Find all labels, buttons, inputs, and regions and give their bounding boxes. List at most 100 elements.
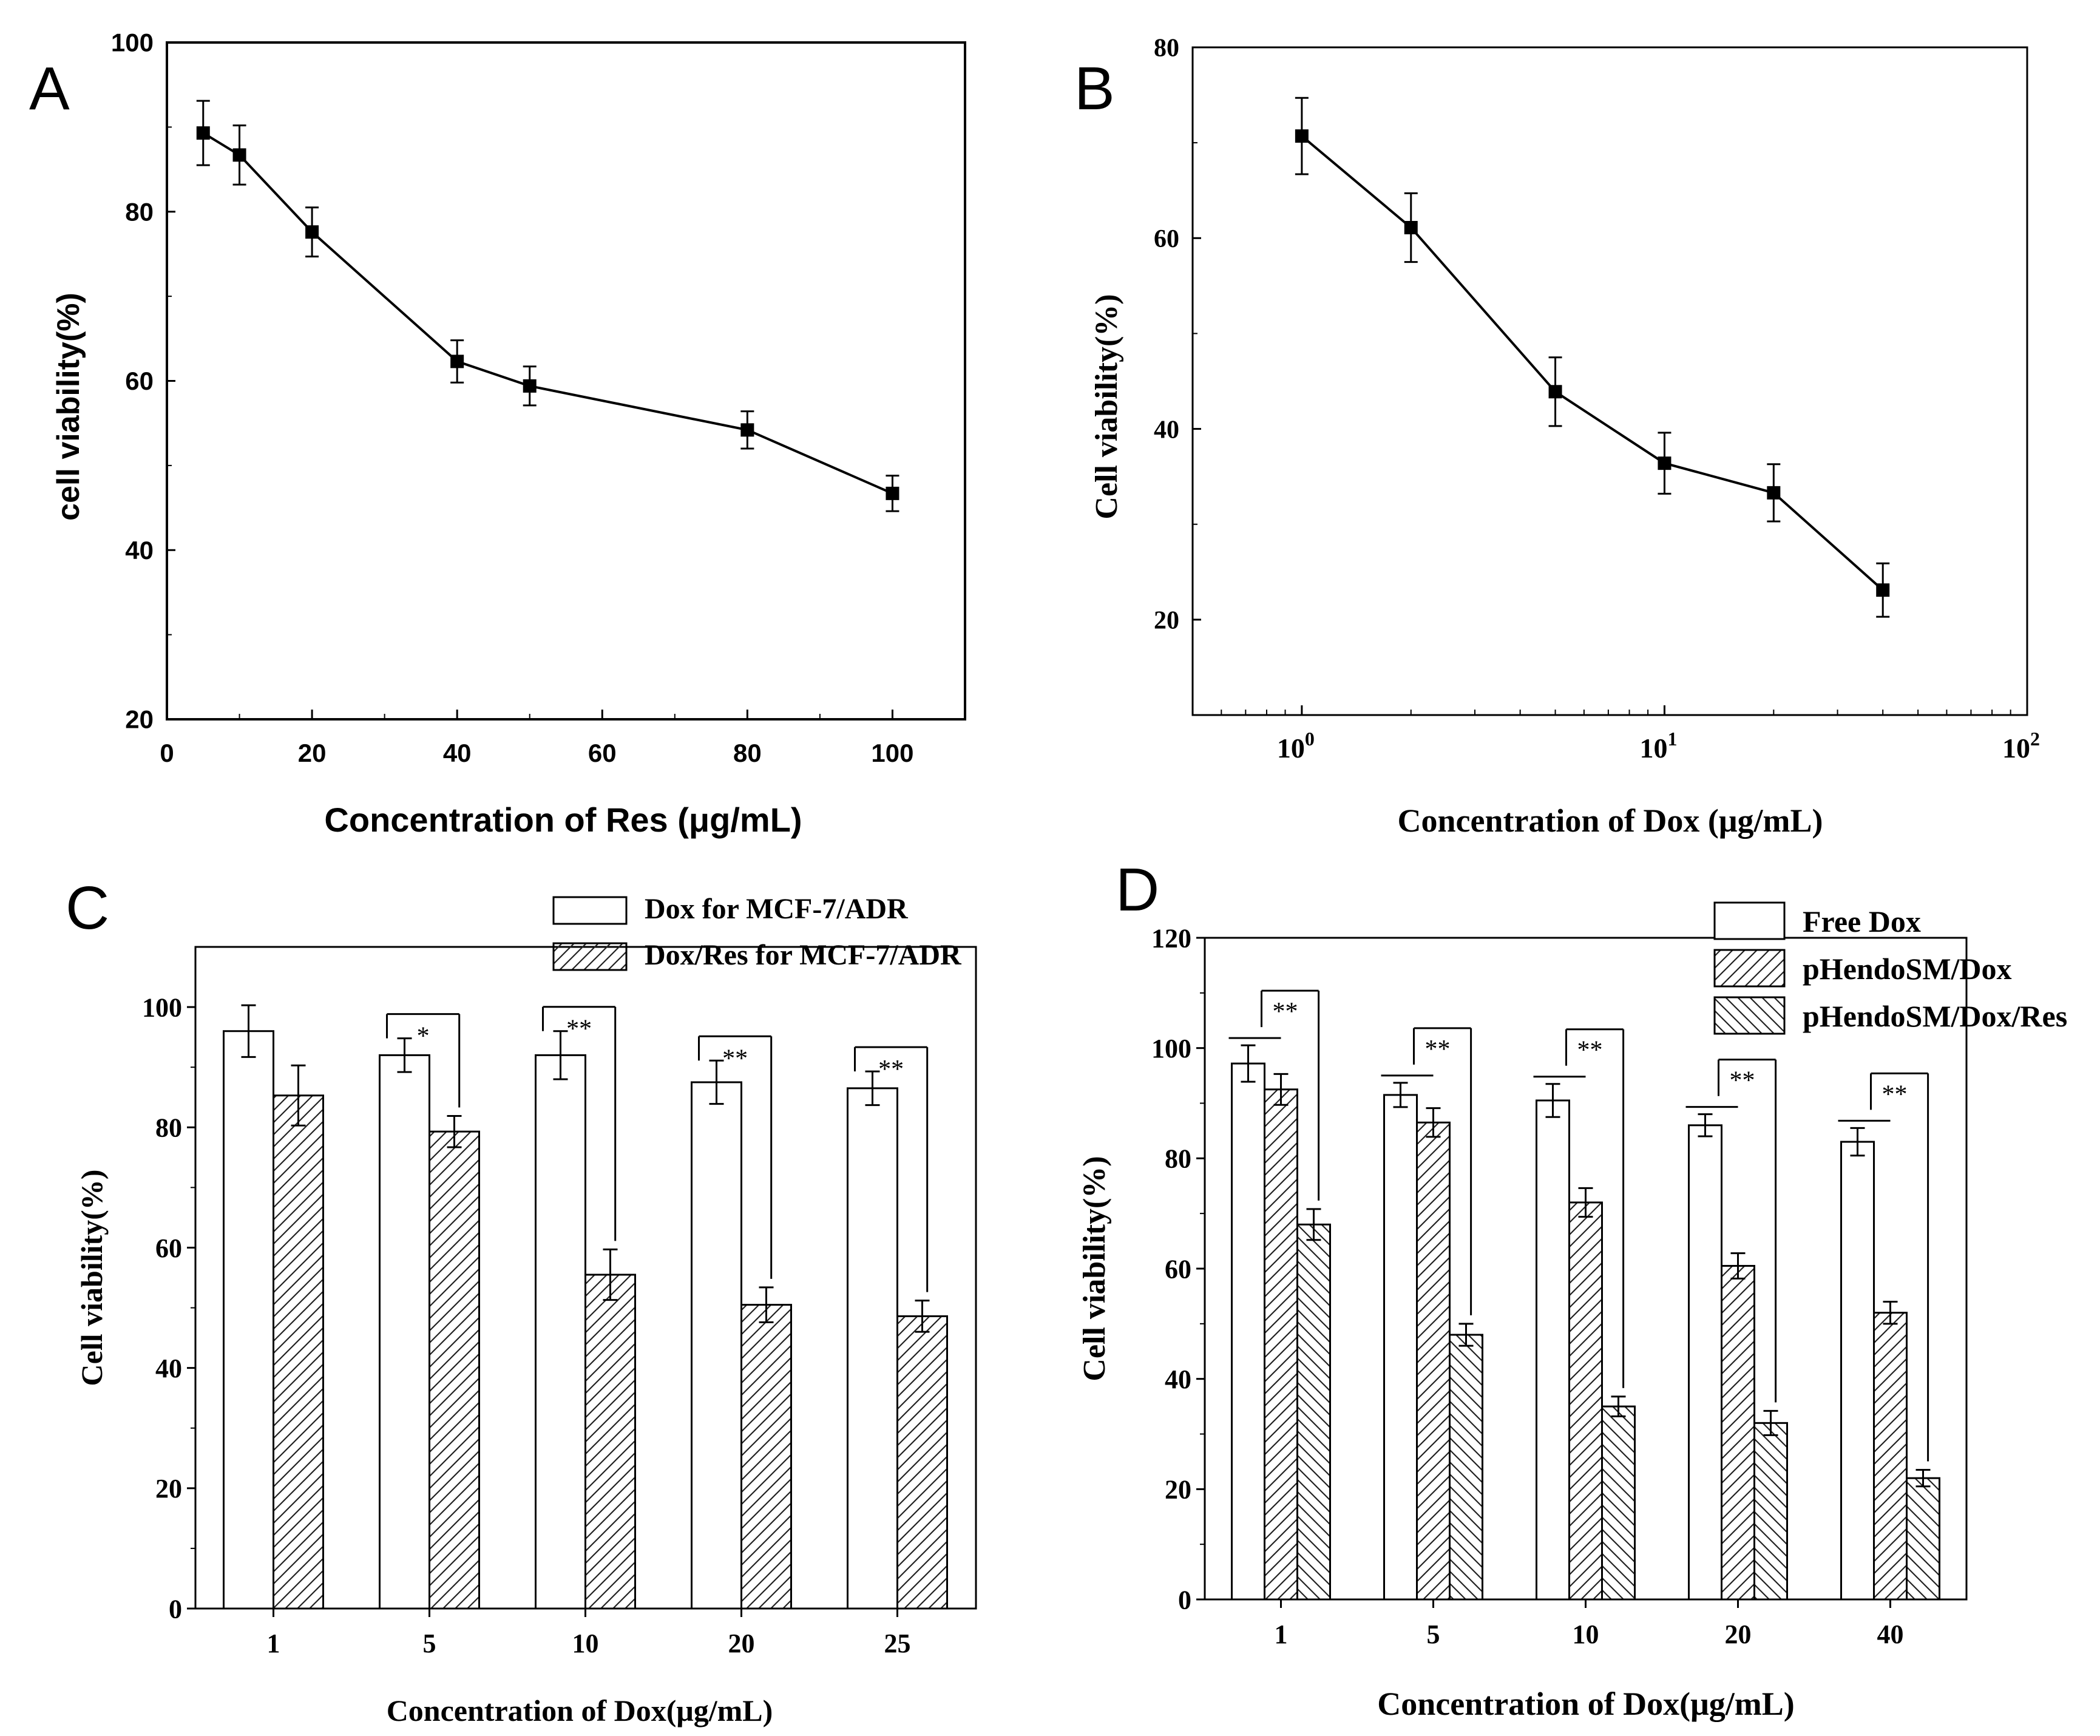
legend-swatch bbox=[1713, 901, 1786, 940]
y-tick-label: 80 bbox=[155, 1113, 182, 1143]
x-tick-label: 102 bbox=[2002, 728, 2040, 764]
bar bbox=[1840, 1141, 1875, 1601]
series-line bbox=[1301, 135, 1884, 591]
legend-label: Dox for MCF-7/ADR bbox=[645, 893, 909, 925]
bar bbox=[847, 1087, 898, 1610]
x-tick-label: 100 bbox=[871, 739, 913, 767]
bar bbox=[273, 1094, 324, 1610]
bar bbox=[1753, 1422, 1788, 1601]
y-tick-label: 40 bbox=[125, 536, 154, 565]
ticks-b: 20 40 60 80 100 101 102 bbox=[1154, 35, 2040, 764]
panel-label-b: B bbox=[1074, 55, 1115, 123]
data-point bbox=[196, 126, 210, 140]
bar bbox=[584, 1273, 636, 1610]
significance-label: * bbox=[417, 1023, 430, 1051]
data-point bbox=[1767, 486, 1781, 500]
x-tick-label: 25 bbox=[884, 1629, 911, 1658]
x-tick-label: 80 bbox=[733, 739, 762, 767]
data-point bbox=[740, 423, 754, 437]
y-tick-label: 20 bbox=[155, 1474, 182, 1504]
ticks-d: 0 20 40 60 80 100 120 1 5 10 20 40 bbox=[1151, 923, 1904, 1649]
legend-swatch bbox=[1713, 996, 1786, 1035]
legend-swatch bbox=[552, 896, 628, 925]
panel-b: B 20 40 60 80 100 101 102 Concentration of Dox… bbox=[1074, 35, 2040, 839]
bar bbox=[896, 1315, 948, 1610]
legend-label: Free Dox bbox=[1803, 904, 1921, 938]
plot-area-b bbox=[1191, 46, 2028, 716]
y-tick-label: 80 bbox=[1154, 35, 1179, 63]
legend-c: Dox for MCF-7/ADR Dox/Res for MCF-7/ADR bbox=[552, 893, 962, 971]
marks-d: ** ** ** ** ** bbox=[1228, 989, 1940, 1601]
y-axis-label-c: Cell viability(%) bbox=[75, 1170, 109, 1386]
bar bbox=[691, 1081, 742, 1610]
data-point bbox=[1658, 456, 1672, 470]
y-tick-label: 80 bbox=[125, 197, 154, 226]
significance-label: ** bbox=[1577, 1037, 1603, 1065]
significance-label: ** bbox=[722, 1045, 748, 1073]
bar bbox=[428, 1130, 480, 1610]
data-point bbox=[1876, 583, 1890, 597]
x-tick-label: 5 bbox=[1427, 1619, 1440, 1649]
panel-label-a: A bbox=[29, 55, 70, 123]
marks-b bbox=[1295, 97, 1890, 618]
y-tick-label: 0 bbox=[169, 1594, 182, 1624]
y-tick-label: 100 bbox=[1151, 1034, 1191, 1063]
y-tick-label: 60 bbox=[155, 1233, 182, 1263]
data-point bbox=[886, 486, 899, 500]
bar bbox=[1721, 1264, 1755, 1601]
data-point bbox=[305, 225, 319, 239]
bar bbox=[1688, 1124, 1722, 1601]
x-axis-label-d: Concentration of Dox(μg/mL) bbox=[1377, 1686, 1795, 1722]
series-line bbox=[202, 132, 893, 495]
x-tick-label: 20 bbox=[1725, 1619, 1752, 1649]
legend-label: Dox/Res for MCF-7/ADR bbox=[645, 939, 962, 971]
x-tick-label: 20 bbox=[728, 1629, 755, 1658]
data-point bbox=[1295, 129, 1309, 143]
x-tick-label: 20 bbox=[298, 739, 327, 767]
y-tick-label: 0 bbox=[1178, 1585, 1191, 1615]
bar bbox=[1536, 1099, 1570, 1601]
y-tick-label: 60 bbox=[1154, 225, 1179, 253]
marks-c: * **** ** bbox=[223, 1004, 948, 1610]
x-axis-label-b: Concentration of Dox (μg/mL) bbox=[1397, 802, 1823, 839]
bar bbox=[1296, 1223, 1331, 1601]
y-tick-label: 120 bbox=[1151, 923, 1191, 953]
legend-swatch bbox=[1713, 949, 1786, 988]
y-axis-label-d: Cell viability(%) bbox=[1077, 1156, 1112, 1381]
bar bbox=[535, 1054, 586, 1610]
legend-swatch bbox=[552, 942, 628, 971]
x-tick-label: 1 bbox=[1275, 1619, 1288, 1649]
significance-label: ** bbox=[1425, 1036, 1451, 1063]
bar bbox=[1383, 1094, 1418, 1601]
bar bbox=[1906, 1477, 1940, 1601]
bar bbox=[1416, 1121, 1451, 1601]
bar bbox=[1264, 1088, 1298, 1601]
ticks-c: 0 20 40 60 80 100 1 5 10 20 25 bbox=[142, 992, 911, 1658]
bar bbox=[223, 1030, 274, 1610]
bar bbox=[1231, 1062, 1265, 1601]
y-axis-label-b: Cell viability(%) bbox=[1089, 294, 1124, 519]
marks-a bbox=[196, 100, 899, 512]
y-tick-label: 80 bbox=[1165, 1144, 1191, 1174]
data-point bbox=[232, 148, 246, 162]
bar bbox=[1568, 1201, 1603, 1601]
significance-label: ** bbox=[566, 1015, 592, 1043]
y-tick-label: 40 bbox=[1154, 416, 1179, 444]
significance-label: ** bbox=[1882, 1080, 1908, 1108]
x-tick-label: 60 bbox=[588, 739, 617, 767]
legend-d: Free Dox pHendoSM/Dox pHendoSM/Dox/Res bbox=[1713, 901, 2067, 1035]
x-tick-label: 1 bbox=[267, 1629, 280, 1658]
y-axis-label-a: cell viability(%) bbox=[51, 293, 86, 521]
x-tick-label: 101 bbox=[1639, 728, 1677, 764]
x-axis-label-a: Concentration of Res (μg/mL) bbox=[324, 801, 802, 839]
data-point bbox=[523, 379, 537, 393]
significance-label: ** bbox=[878, 1056, 904, 1083]
bar bbox=[1449, 1334, 1483, 1601]
legend-label: pHendoSM/Dox/Res bbox=[1803, 999, 2067, 1033]
legend-label: pHendoSM/Dox bbox=[1803, 952, 2012, 986]
x-tick-label: 10 bbox=[1573, 1619, 1599, 1649]
x-tick-label: 5 bbox=[423, 1629, 436, 1658]
